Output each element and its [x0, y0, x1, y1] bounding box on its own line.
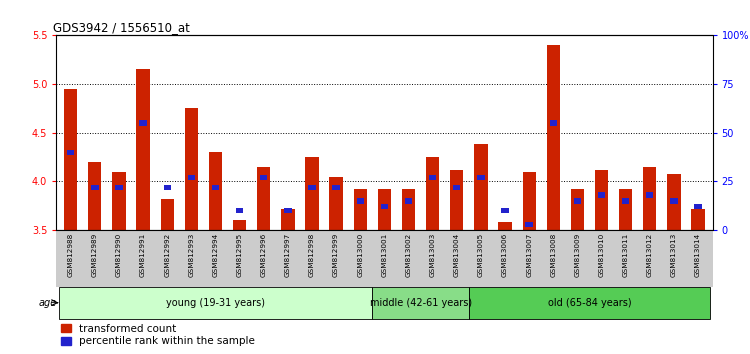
Bar: [501, 208, 509, 213]
Bar: [429, 175, 436, 180]
Text: GSM813002: GSM813002: [406, 233, 412, 277]
Text: GSM812995: GSM812995: [236, 233, 242, 277]
Text: GSM812990: GSM812990: [116, 233, 122, 277]
Text: GSM812988: GSM812988: [68, 233, 74, 277]
Bar: [88, 162, 101, 230]
Text: GSM813005: GSM813005: [478, 233, 484, 277]
Text: GSM813010: GSM813010: [598, 233, 604, 277]
Text: GSM813009: GSM813009: [574, 233, 580, 277]
Text: GDS3942 / 1556510_at: GDS3942 / 1556510_at: [53, 21, 190, 34]
Bar: [329, 177, 343, 230]
Bar: [426, 157, 439, 230]
Bar: [469, 287, 710, 319]
Text: GSM813006: GSM813006: [502, 233, 508, 277]
Bar: [58, 287, 372, 319]
Text: GSM813014: GSM813014: [695, 233, 701, 277]
Bar: [598, 192, 605, 198]
Bar: [64, 89, 77, 230]
Bar: [281, 209, 295, 230]
Text: age: age: [38, 298, 57, 308]
Bar: [547, 45, 560, 230]
Text: GSM812998: GSM812998: [309, 233, 315, 277]
Bar: [644, 167, 656, 230]
Text: GSM812989: GSM812989: [92, 233, 98, 277]
Bar: [668, 174, 680, 230]
Text: old (65-84 years): old (65-84 years): [548, 298, 632, 308]
Bar: [670, 198, 677, 204]
Text: GSM813004: GSM813004: [454, 233, 460, 277]
Legend: transformed count, percentile rank within the sample: transformed count, percentile rank withi…: [62, 324, 255, 347]
Text: GSM813000: GSM813000: [357, 233, 363, 277]
Text: GSM812999: GSM812999: [333, 233, 339, 277]
Bar: [67, 149, 74, 155]
Text: young (19-31 years): young (19-31 years): [166, 298, 265, 308]
Bar: [92, 184, 98, 190]
Bar: [498, 222, 512, 230]
Bar: [260, 175, 268, 180]
Bar: [692, 209, 705, 230]
Bar: [474, 144, 488, 230]
Bar: [402, 189, 416, 230]
Bar: [571, 189, 584, 230]
Text: GSM812993: GSM812993: [188, 233, 194, 277]
Text: GSM813011: GSM813011: [622, 233, 628, 277]
Bar: [550, 120, 557, 126]
Bar: [450, 170, 464, 230]
Bar: [211, 184, 219, 190]
Bar: [526, 222, 532, 227]
Bar: [378, 189, 391, 230]
Bar: [523, 172, 536, 230]
Text: GSM813001: GSM813001: [381, 233, 387, 277]
Text: GSM813013: GSM813013: [671, 233, 677, 277]
Bar: [381, 204, 388, 210]
Bar: [453, 184, 460, 190]
Text: GSM813012: GSM813012: [646, 233, 652, 277]
Bar: [332, 184, 340, 190]
Bar: [164, 184, 171, 190]
Text: GSM813008: GSM813008: [550, 233, 556, 277]
Bar: [477, 175, 484, 180]
Bar: [209, 152, 222, 230]
Bar: [595, 170, 608, 230]
Bar: [160, 199, 174, 230]
Bar: [284, 208, 292, 213]
Bar: [112, 172, 125, 230]
Text: GSM812991: GSM812991: [140, 233, 146, 277]
Bar: [236, 208, 243, 213]
Text: GSM812996: GSM812996: [261, 233, 267, 277]
Bar: [646, 192, 653, 198]
Bar: [233, 220, 246, 230]
Bar: [140, 120, 147, 126]
Bar: [622, 198, 629, 204]
Bar: [694, 204, 702, 210]
Text: GSM812992: GSM812992: [164, 233, 170, 277]
Bar: [305, 157, 319, 230]
Bar: [619, 189, 632, 230]
Text: GSM812997: GSM812997: [285, 233, 291, 277]
Bar: [405, 198, 412, 204]
Bar: [308, 184, 316, 190]
Bar: [257, 167, 271, 230]
Text: middle (42-61 years): middle (42-61 years): [370, 298, 472, 308]
Bar: [356, 198, 364, 204]
Bar: [353, 189, 367, 230]
Bar: [184, 108, 198, 230]
Bar: [116, 184, 123, 190]
Text: GSM813007: GSM813007: [526, 233, 532, 277]
Bar: [372, 287, 469, 319]
Bar: [188, 175, 195, 180]
Text: GSM813003: GSM813003: [430, 233, 436, 277]
Bar: [136, 69, 150, 230]
Text: GSM812994: GSM812994: [212, 233, 218, 277]
Bar: [574, 198, 581, 204]
